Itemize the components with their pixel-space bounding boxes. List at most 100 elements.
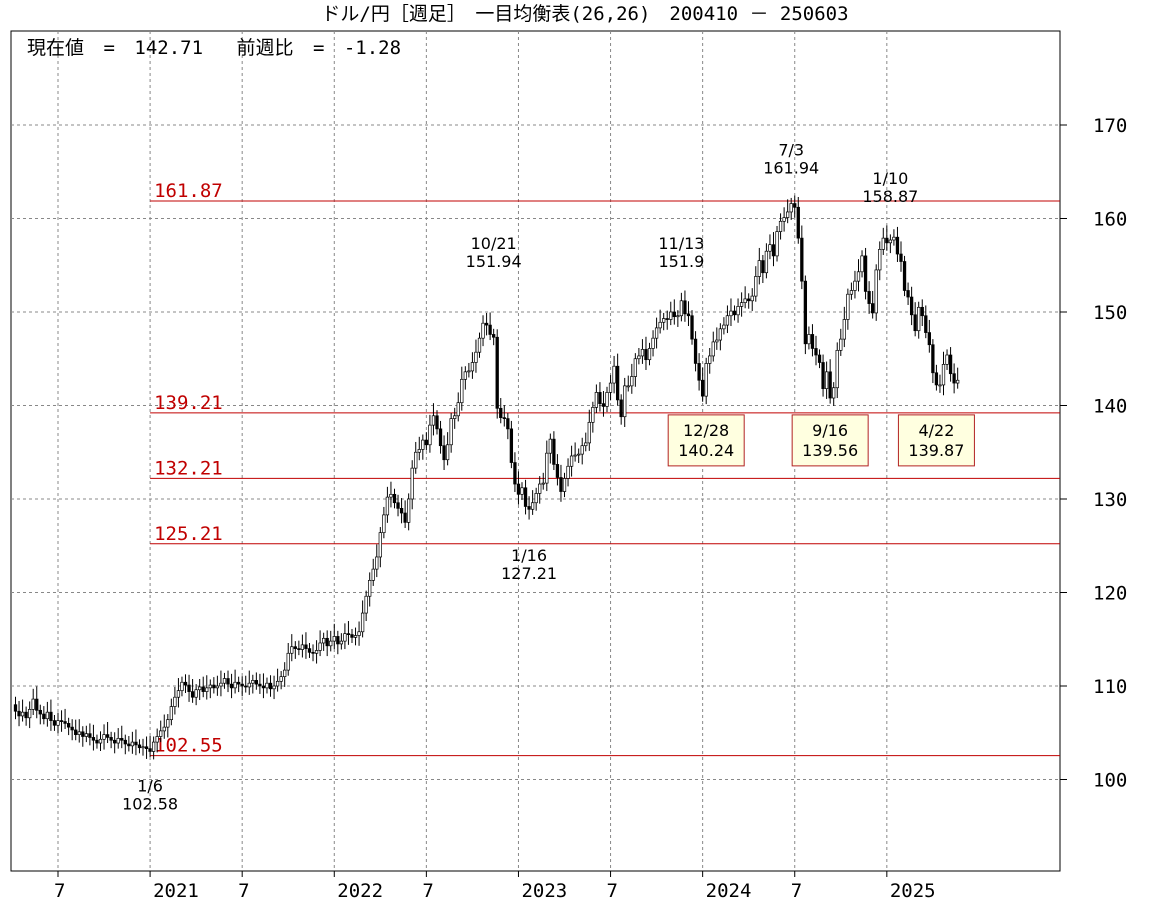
candle-body (314, 650, 319, 654)
candle-body (608, 382, 613, 393)
candle-body (828, 371, 832, 399)
candle-body (109, 737, 113, 741)
candle-body (559, 477, 563, 492)
candle-body (931, 344, 935, 374)
candle-body (151, 741, 156, 752)
candle-body (867, 291, 871, 304)
candle-body (176, 690, 181, 698)
candle-body (495, 336, 499, 409)
candle-body (350, 634, 354, 638)
candle-body (534, 493, 538, 504)
candle-body (718, 328, 723, 341)
candle-body (934, 372, 939, 386)
candle-body (672, 311, 676, 318)
candle-body (442, 445, 446, 461)
candle-body (95, 739, 99, 744)
candle-body (63, 721, 67, 724)
candle-body (198, 686, 202, 691)
candle-body (697, 363, 701, 381)
candle-body (619, 399, 623, 418)
y-tick-label-140: 140 (1093, 396, 1127, 418)
level-lines: 161.87 139.21 132.21 125.21 102.55 (150, 180, 1060, 757)
candle-body (658, 321, 662, 329)
annotation-date-0: 1/6 (137, 776, 163, 795)
candle-body (948, 354, 953, 375)
y-tick-label-110: 110 (1093, 676, 1127, 698)
candle-body (577, 453, 581, 456)
level-label-1: 139.21 (154, 392, 223, 414)
candle-body (484, 322, 489, 326)
candle-body (761, 260, 765, 274)
candle-body (786, 211, 790, 218)
candle-body (31, 698, 35, 710)
candle-body (268, 682, 273, 690)
candle-body (247, 682, 251, 688)
candle-body (538, 483, 542, 494)
candle-body (304, 644, 308, 649)
candle-body (212, 684, 216, 689)
candle-body (676, 315, 680, 318)
candle-body (569, 455, 574, 467)
candle-body (353, 635, 358, 638)
candle-body (941, 364, 946, 386)
candle-body (169, 706, 173, 721)
candle-body (530, 502, 535, 510)
candle-body (275, 680, 280, 687)
annotation-date-2: 1/16 (511, 546, 547, 565)
annotation-date-8: 4/22 (918, 421, 954, 440)
candle-body (226, 678, 230, 685)
candle-body (329, 640, 333, 647)
candle-body (378, 532, 382, 558)
candle-body (594, 392, 599, 408)
candle-body (258, 683, 262, 687)
candle-body (173, 696, 177, 707)
candle-body (732, 310, 737, 316)
candle-body (662, 318, 666, 323)
candle-body (927, 332, 931, 346)
candle-body (382, 514, 386, 534)
candle-body (28, 709, 32, 719)
candle-body (573, 454, 577, 457)
candle-body (336, 636, 340, 645)
candle-body (626, 385, 630, 388)
x-tick-label-9: 2025 (890, 880, 936, 902)
candle-body (824, 371, 829, 390)
y-tick-label-120: 120 (1093, 583, 1127, 605)
candle-body (417, 449, 421, 453)
candle-body (591, 407, 595, 423)
candle-body (162, 726, 166, 732)
candle-body (952, 373, 956, 384)
candle-body (502, 417, 506, 420)
candle-body (414, 451, 418, 469)
candle-body (853, 280, 857, 291)
candle-body (821, 362, 825, 390)
candle-body (421, 439, 425, 450)
annotation-box-4 (667, 414, 745, 467)
candle-body (895, 236, 900, 255)
candle-body (201, 686, 205, 692)
candle-body (251, 680, 255, 684)
candle-body (527, 506, 531, 510)
candle-body (20, 711, 25, 717)
candle-body (871, 303, 875, 314)
candle-body (892, 236, 896, 241)
level-label-2: 132.21 (154, 457, 223, 479)
x-tick-label-8: 7 (791, 880, 802, 902)
candle-body (392, 493, 397, 504)
candle-body (637, 355, 641, 360)
candle-body (130, 741, 135, 747)
candle-body (956, 379, 960, 384)
candle-body (860, 255, 864, 273)
annotation-price-8: 139.87 (908, 441, 964, 460)
candle-body (693, 338, 698, 364)
candle-body (506, 418, 510, 430)
candle-body (793, 203, 797, 208)
candle-body (906, 290, 910, 298)
candle-body (49, 711, 53, 721)
candle-body (360, 612, 365, 633)
x-tick-label-3: 2022 (337, 880, 383, 902)
annotation-date-5: 7/3 (778, 140, 804, 159)
candle-body (127, 743, 131, 747)
plot-area: 161.87 139.21 132.21 125.21 102.55 1/6102.58… (10, 30, 1061, 872)
candle-body (839, 338, 843, 351)
